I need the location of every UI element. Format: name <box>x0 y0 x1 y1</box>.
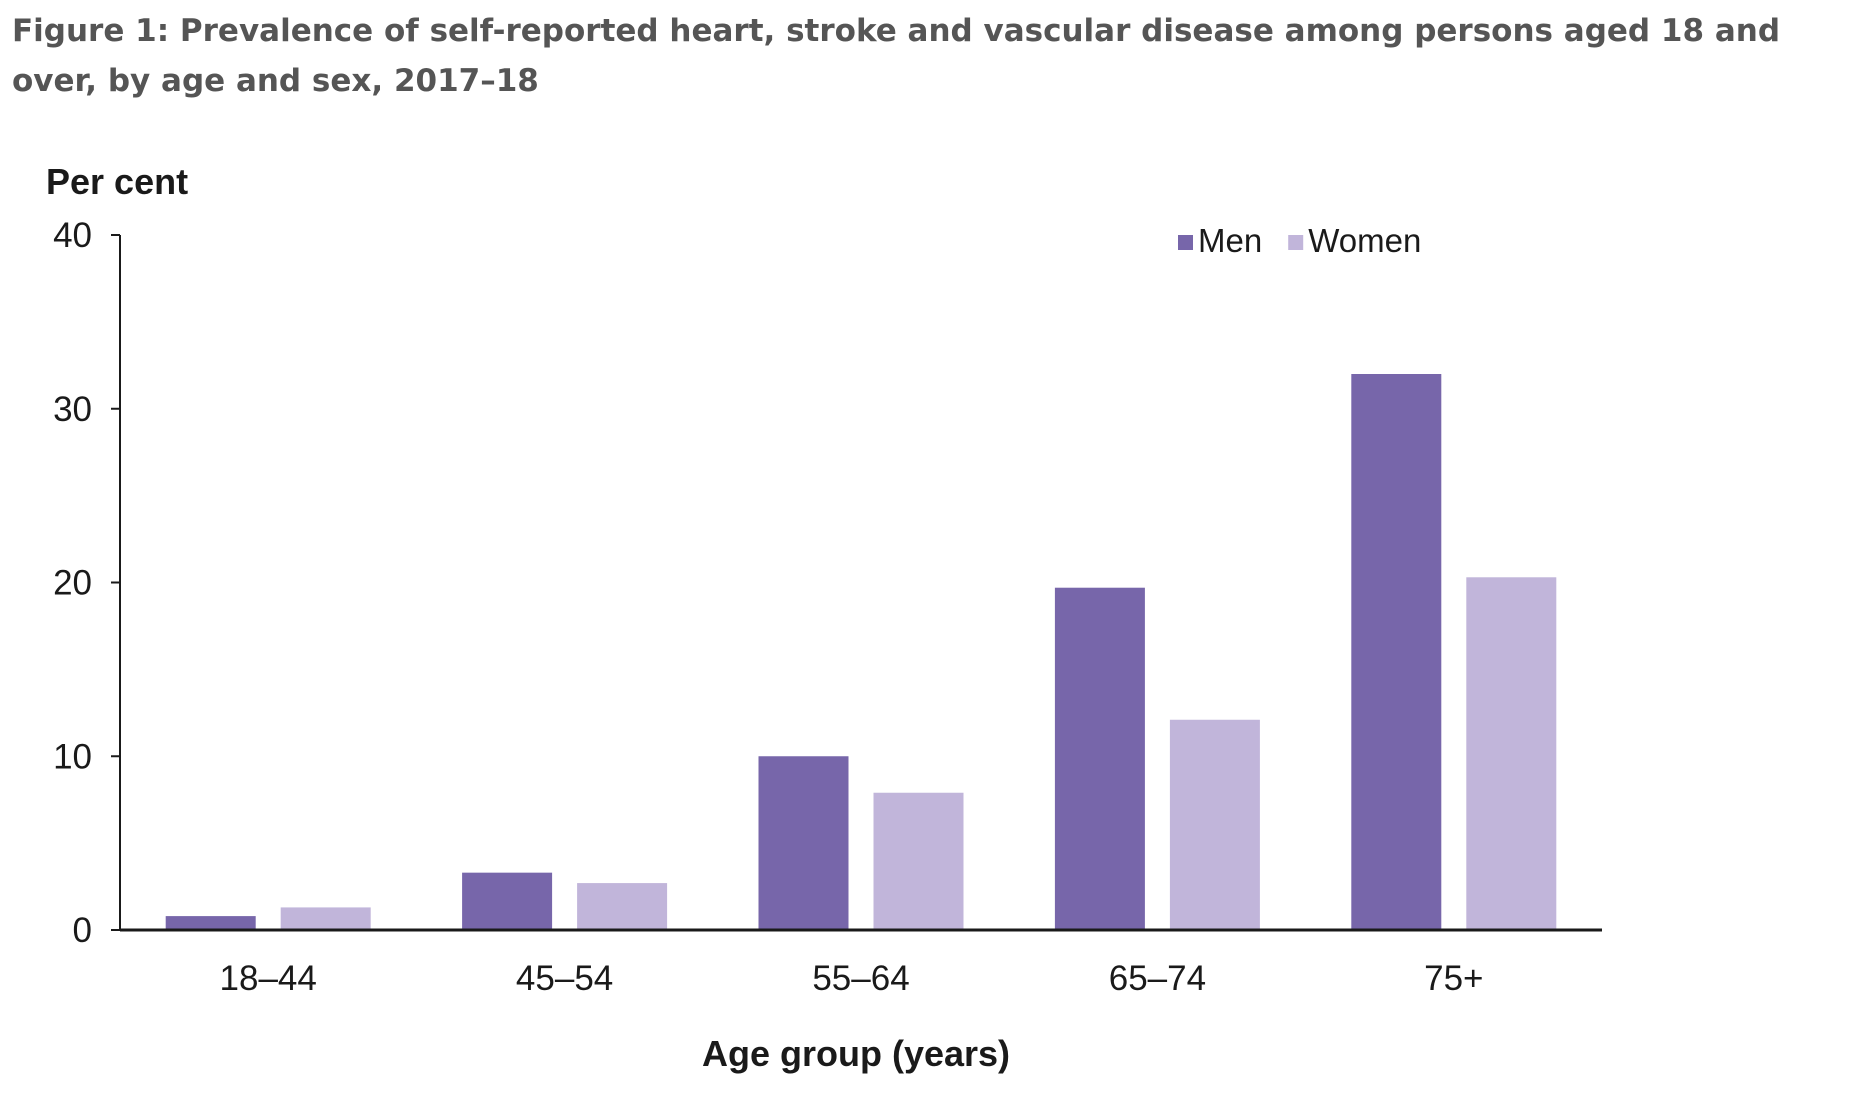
legend-swatch-women <box>1288 235 1304 250</box>
legend: Men Women <box>1178 222 1421 259</box>
x-tick-label: 18–44 <box>220 959 317 998</box>
bar-men <box>1351 374 1442 930</box>
y-tick-label: 40 <box>53 216 92 255</box>
bars-group <box>165 374 1557 930</box>
x-tick-label: 65–74 <box>1109 959 1206 998</box>
figure-title: Figure 1: Prevalence of self-reported he… <box>12 13 1781 99</box>
bar-women <box>280 907 371 930</box>
axes-group: 0 10 20 30 40 18–44 45–54 55–64 65–74 75+ <box>53 216 1602 998</box>
bar-women <box>1169 719 1260 930</box>
x-tick-label: 75+ <box>1424 959 1483 998</box>
x-tick-label: 55–64 <box>812 959 909 998</box>
y-tick-label: 10 <box>53 737 92 776</box>
bar-men <box>462 872 553 930</box>
legend-label-men: Men <box>1198 222 1262 259</box>
bar-men <box>1054 587 1145 930</box>
legend-label-women: Women <box>1308 222 1421 259</box>
y-tick-label: 0 <box>73 911 92 950</box>
legend-swatch-men <box>1178 235 1193 250</box>
bar-men <box>165 916 256 930</box>
x-tick-label: 45–54 <box>516 959 613 998</box>
y-axis-label: Per cent <box>46 161 188 202</box>
x-axis-label: Age group (years) <box>702 1033 1010 1074</box>
y-tick-label: 30 <box>53 390 92 429</box>
bar-women <box>577 883 668 930</box>
y-tick-label: 20 <box>53 564 92 603</box>
bar-women <box>1466 577 1557 930</box>
bar-men <box>758 756 849 930</box>
bar-women <box>873 792 964 930</box>
